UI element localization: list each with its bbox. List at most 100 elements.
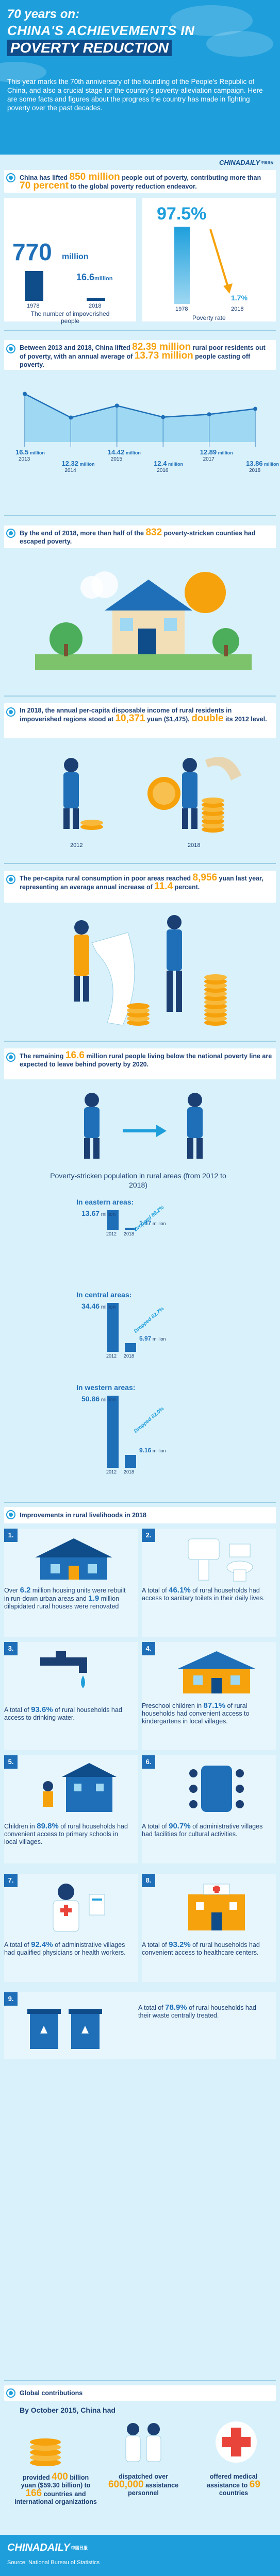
section-headline: The per-capita rural consumption in poor… — [20, 872, 272, 891]
tile-water: 3. A total of 93.6% of rural households … — [4, 1642, 138, 1750]
area-value: 16.5 — [15, 448, 29, 456]
contribution-funds: provided 400 billion yuan ($59.30 billio… — [14, 2472, 97, 2506]
value-unit: million — [100, 1304, 116, 1310]
tile-school: 5. Children in 89.8% of rural households… — [4, 1755, 138, 1863]
source-note: Source: National Bureau of Statistics — [7, 2560, 100, 2566]
value-2018: 16.6million — [76, 272, 113, 283]
headline-highlight: 16.6 — [65, 1050, 85, 1061]
year-label: 2018 — [124, 1353, 135, 1359]
tile-healthcare: 8. A total of 93.2% of rural households … — [142, 1874, 276, 1982]
tile-text-part: of rural households had convenient acces… — [142, 1702, 250, 1725]
tile-text: Over 6.2 million housing units were rebu… — [4, 1586, 128, 1611]
headline-text: yuan ($1,475), — [145, 716, 192, 723]
caption-impoverished: The number of impoverished people — [30, 310, 110, 325]
year-label: 2018 — [188, 842, 201, 849]
area-value: 14.42 — [107, 448, 125, 456]
section-livelihoods: Improvements in rural livelihoods in 201… — [4, 1507, 276, 2115]
section-banner — [4, 526, 276, 548]
tile-text: A total of 93.2% of rural households had… — [142, 1941, 268, 1957]
tile-value: 93.6% — [31, 1705, 53, 1714]
tile-number: 6. — [142, 1755, 155, 1769]
tile-waste: 9. A total of 78.9% of rural households … — [4, 1992, 276, 2059]
tile-value: 92.4% — [31, 1940, 53, 1949]
caption-population: Poverty-stricken population in rural are… — [50, 1172, 226, 1189]
contrib-text: offered medical assistance to — [207, 2473, 258, 2489]
house-icon — [35, 1538, 112, 1580]
tile-text-part: Over — [4, 1587, 20, 1594]
section-title: Improvements in rural livelihoods in 201… — [20, 1512, 146, 1519]
bullet-icon — [7, 708, 14, 716]
rate-2018: 1.7% — [231, 294, 248, 302]
headline-text: The per-capita rural consumption in poor… — [20, 875, 193, 882]
year-label: 2012 — [70, 842, 83, 849]
tile-text: A total of 90.7% of administrative villa… — [142, 1822, 268, 1838]
year-label: 2012 — [106, 1231, 117, 1236]
divider — [4, 1041, 276, 1042]
logo-name: CHINADAILY — [219, 159, 260, 166]
region-title: In western areas: — [76, 1383, 136, 1392]
bar-1978 — [25, 271, 43, 301]
area-value: 13.86 — [246, 460, 263, 467]
tile-text-part: Preschool children in — [142, 1702, 204, 1709]
tile-text-part: of administrative villages had qualified… — [4, 1941, 126, 1956]
headline-highlight: 10,371 — [115, 713, 145, 724]
value-num: 34.46 — [81, 1302, 100, 1310]
rate-1978: 97.5% — [157, 204, 207, 224]
value-num: 13.67 — [81, 1209, 100, 1217]
area-year-label: 2013 — [19, 456, 30, 462]
logo-name: CHINADAILY — [7, 2542, 70, 2553]
section-headline: Between 2013 and 2018, China lifted 82.3… — [20, 342, 272, 369]
divider — [4, 1502, 276, 1503]
title-line-2: CHINA'S ACHIEVEMENTS IN — [7, 23, 195, 38]
tile-number: 7. — [4, 1874, 18, 1887]
headline-highlight: 70 percent — [20, 180, 69, 191]
area-year-label: 2016 — [157, 468, 169, 473]
section-banner — [4, 871, 276, 903]
tile-text-part: A total of — [142, 1587, 169, 1594]
region-bar-2012 — [107, 1210, 119, 1230]
tile-text-part: of rural households had access to drinki… — [4, 1706, 122, 1721]
region-bar-2018 — [125, 1454, 136, 1468]
year-label: 1978 — [27, 303, 40, 309]
tile-text-part: of rural households had convenient acces… — [4, 1823, 128, 1845]
faucet-icon — [40, 1651, 87, 1688]
region-value-2012: 34.46 million — [81, 1302, 116, 1310]
tile-number: 9. — [4, 1992, 18, 2006]
headline-text: In 2018, the annual per-capita disposabl… — [20, 707, 232, 723]
title-line-3: POVERTY REDUCTION — [7, 40, 172, 56]
tile-text-part: A total of — [142, 1941, 169, 1948]
tile-value: 46.1% — [169, 1586, 191, 1595]
section-headline: The remaining 16.6 million rural people … — [20, 1050, 272, 1069]
tile-value: 6.2 — [20, 1586, 31, 1595]
region-western: In western areas: 50.86 million 9.16 milli… — [76, 1383, 210, 1492]
bullet-icon — [7, 174, 14, 181]
headline-highlight: 8,956 — [192, 872, 218, 883]
region-title: In eastern areas: — [76, 1198, 134, 1206]
tile-text-part: A total of — [4, 1706, 31, 1714]
value-unit: million — [151, 1448, 166, 1453]
year-label: 1978 — [175, 306, 188, 312]
value-2018-unit: million — [94, 276, 113, 282]
section-subtitle: By October 2015, China had — [20, 2406, 116, 2414]
headline-highlight: double — [191, 713, 224, 724]
footer: CHINADAILY 中国日报 Source: National Bureau o… — [0, 2535, 280, 2576]
tile-value: 90.7% — [169, 1822, 191, 1831]
hospital-icon — [188, 1884, 245, 1930]
tile-number: 2. — [142, 1529, 155, 1542]
area-unit: million — [262, 462, 279, 467]
area-value-label: 12.32 million — [61, 460, 94, 467]
income-coins-illustration — [63, 757, 241, 833]
unit-million: million — [62, 252, 89, 261]
coins-icon — [30, 2438, 61, 2466]
school-icon — [43, 1763, 117, 1812]
tile-value: 78.9% — [165, 2003, 187, 2012]
tile-physicians: 7. A total of 92.4% of administrative vi… — [4, 1874, 138, 1982]
region-bar-2012 — [107, 1303, 119, 1352]
contrib-text: provided — [22, 2474, 52, 2481]
value-num: 50.86 — [81, 1395, 100, 1403]
section-headline: By the end of 2018, more than half of th… — [20, 528, 272, 546]
tile-text-part: million housing units were rebuilt in ru… — [4, 1587, 126, 1602]
region-value-2012: 13.67 million — [81, 1209, 116, 1217]
contrib-text: dispatched over — [119, 2473, 168, 2480]
